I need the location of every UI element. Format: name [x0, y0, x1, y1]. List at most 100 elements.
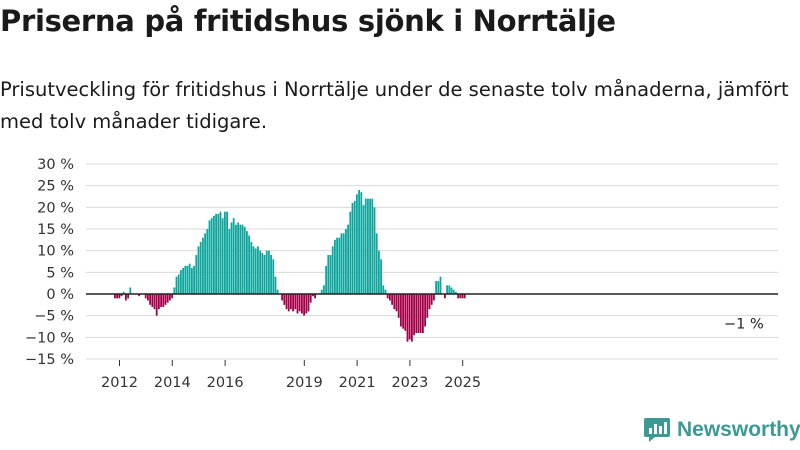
bar [325, 265, 327, 294]
bar [450, 287, 453, 294]
bar [309, 294, 312, 303]
bar [419, 294, 422, 333]
x-tick-label: 2023 [391, 375, 428, 391]
page-subtitle: Prisutveckling för fritidshus i Norrtälj… [0, 78, 789, 133]
bar [230, 222, 233, 294]
bar [345, 229, 347, 294]
y-tick-label: 25 % [37, 179, 74, 195]
bar [342, 233, 345, 294]
bar [127, 294, 129, 299]
y-tick-label: 15 % [37, 222, 74, 238]
bar [166, 294, 169, 303]
x-tick-label: 2014 [154, 375, 191, 391]
bar [329, 255, 332, 294]
bar [228, 229, 231, 294]
y-tick-label: 0 % [46, 287, 74, 303]
bar [281, 294, 283, 301]
bar [406, 294, 409, 342]
bar [323, 285, 325, 294]
bar [235, 224, 237, 294]
x-tick-label: 2021 [339, 375, 376, 391]
brand-logo: Newsworthy [643, 417, 800, 443]
bar [437, 281, 440, 294]
bar [459, 294, 462, 299]
bar [193, 265, 195, 294]
bar [292, 294, 294, 312]
bar [246, 231, 248, 294]
bar [336, 237, 338, 294]
bar [378, 250, 380, 294]
y-axis-labels: −15 % −10 % −5 % 0 % 5 % 10 % 15 % 20 % 25 % 30 % [25, 157, 74, 368]
bar [356, 194, 358, 294]
bar [147, 294, 149, 301]
bar [195, 255, 198, 294]
bar [219, 211, 222, 294]
bar [215, 213, 217, 294]
bar [118, 294, 121, 299]
bar [351, 203, 354, 294]
bar [122, 291, 125, 294]
bar [393, 294, 396, 310]
bar [151, 294, 154, 307]
x-axis-labels: 2012 2014 2016 2019 2021 2023 2025 [101, 360, 481, 391]
bar [413, 294, 415, 336]
bar [314, 294, 316, 299]
x-tick-label: 2016 [207, 375, 244, 391]
bar [184, 265, 187, 294]
brand-name: Newsworthy [677, 418, 800, 441]
bar [252, 246, 255, 294]
bar [386, 294, 389, 299]
y-tick-label: 30 % [37, 157, 74, 173]
bar [404, 294, 407, 331]
bar [272, 259, 275, 294]
bar [248, 235, 250, 294]
grid-lines [86, 163, 778, 360]
x-tick-label: 2019 [286, 375, 323, 391]
bar [327, 255, 330, 294]
bar [455, 291, 457, 294]
bar [312, 294, 314, 297]
newsworthy-logo-icon [644, 418, 670, 442]
bar [360, 192, 363, 294]
bar [213, 216, 215, 294]
bar [457, 294, 459, 299]
bar [120, 294, 123, 297]
bar [162, 294, 165, 307]
bar [444, 294, 446, 299]
bar [364, 198, 367, 294]
bar [439, 276, 442, 294]
x-tick-label: 2025 [444, 375, 481, 391]
bar [226, 211, 228, 294]
bar [221, 218, 224, 294]
bar [224, 211, 226, 294]
bar [353, 200, 356, 294]
bar [463, 294, 466, 299]
bar [261, 252, 264, 294]
bar [188, 263, 191, 294]
bar [422, 294, 424, 333]
bar [138, 294, 140, 297]
bar [259, 250, 261, 294]
bar [285, 294, 288, 310]
bar [430, 294, 433, 305]
bar [411, 294, 413, 342]
bar [303, 294, 305, 316]
bar [202, 237, 204, 294]
bar [232, 218, 235, 294]
bar [173, 287, 176, 294]
y-tick-label: −15 % [25, 352, 74, 368]
bar [217, 213, 220, 294]
bar [349, 211, 352, 294]
bar [237, 222, 239, 294]
bar [191, 268, 193, 294]
y-tick-label: 5 % [46, 265, 74, 281]
bar [274, 276, 277, 294]
bar [257, 246, 259, 294]
bar [331, 246, 334, 294]
y-tick-label: −5 % [34, 309, 74, 325]
bar [424, 294, 426, 327]
bar [375, 233, 378, 294]
bar [415, 294, 418, 333]
bar [199, 242, 202, 294]
bar [389, 294, 391, 301]
